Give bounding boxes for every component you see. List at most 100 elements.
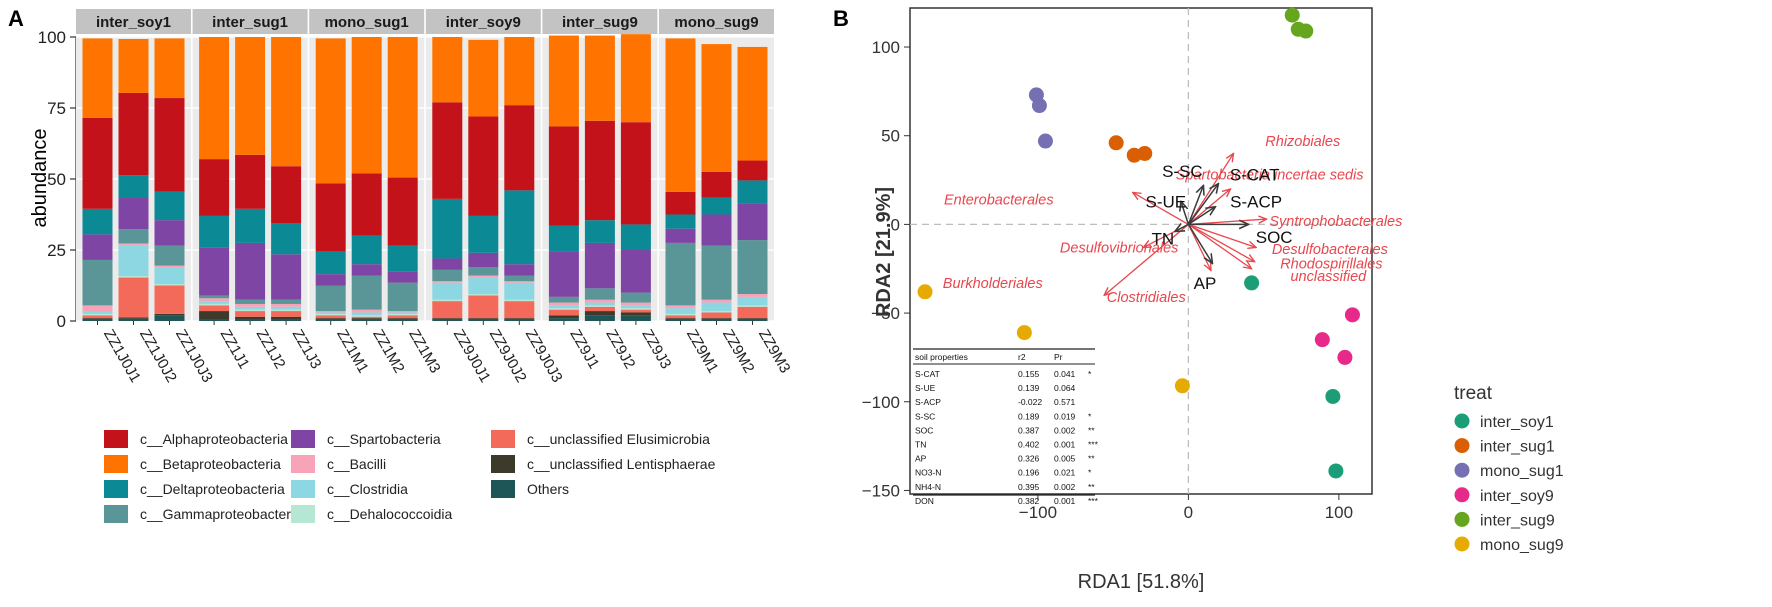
bar-segment [737,203,768,241]
point-mono_sug1 [1031,98,1047,114]
bar-segment [432,318,463,320]
table-cell: ** [1088,425,1095,435]
sample-label: ZZ9M1 [683,327,721,377]
y-tick-label: 75 [47,99,66,118]
bar-segment [315,251,346,275]
point-inter_soy9 [1337,349,1353,365]
point-inter_soy1 [1328,463,1344,479]
bar-segment [548,296,579,303]
table-cell: 0.001 [1054,496,1076,506]
bar-segment [351,312,382,316]
species-arrow [1188,219,1266,226]
bar-segment [468,116,499,216]
bar-segment [118,277,149,318]
y-tick-label: 0 [891,215,900,234]
soil-properties-table: soil properties r2 Pr S-CAT 0.155 0.041 * S-UE 0… [913,348,1099,506]
bar-segment [737,319,768,321]
sample-label: ZZ1M2 [369,327,407,377]
treat-legend-key [1454,462,1470,478]
treat-legend-label: inter_soy9 [1480,488,1554,505]
bar-segment [387,271,418,283]
legend-label: c__Betaproteobacteria [140,456,281,472]
bar-segment [504,299,535,302]
panel-a: A abundance 0 25 50 75 100 inter_soy1ZZ1J0J1… [8,6,794,523]
bar-segment [154,267,185,285]
bar-segment [351,315,382,317]
point-mono_sug1 [1037,133,1053,149]
table-cell: 0.155 [1018,369,1040,379]
species-arrow [1133,192,1189,225]
bar-segment [118,276,149,278]
bar-segment [468,267,499,276]
bar-segment [235,154,266,209]
bar-segment [548,126,579,226]
table-cell: *** [1088,496,1099,506]
env-arrow [1175,224,1189,231]
bar-segment [199,305,230,312]
bar-segment [737,294,768,297]
env-label: SOC [1256,228,1293,247]
bar-segment [271,254,302,300]
bar-segment [235,37,266,155]
legend-label: Others [527,481,569,497]
bar-segment [235,309,266,312]
bar-segment [118,317,149,319]
bar-segment [154,191,185,221]
bar-segment [737,46,768,161]
bar-segment [468,252,499,268]
species-label: Clostridiales [1107,290,1186,306]
bar-segment [584,288,615,300]
bar-segment [315,311,346,313]
table-cell: ** [1088,454,1095,464]
bar-segment [620,305,651,309]
bar-segment [154,220,185,246]
y-tick-label: 50 [47,170,66,189]
bar-segment [504,301,535,319]
bar-segment [387,318,418,320]
env-label: AP [1194,274,1217,293]
table-header-cell: Pr [1054,352,1063,362]
table-cell: 0.002 [1054,482,1076,492]
bar-segment [199,319,230,321]
bar-segment [315,318,346,320]
facet-strip [192,9,308,34]
y-tick-label: −150 [862,481,900,500]
bar-segment [504,282,535,300]
bar-segment [584,120,615,221]
bar-segment [199,303,230,306]
x-tick-label: 0 [1184,503,1193,522]
y-tick-label: 100 [872,38,900,57]
bar-segment [584,220,615,243]
treat-legend: treat inter_soy1 inter_sug1 mono_sug1inter… [1454,383,1564,554]
bar-segment [351,318,382,320]
table-cell: 0.382 [1018,496,1040,506]
bar-segment [701,44,732,172]
bar-segment [432,299,463,302]
bar-segment [620,292,651,303]
bar-segment [271,299,302,304]
bar-segment [154,245,185,266]
bar-segment [468,39,499,117]
bar-segment [432,102,463,199]
bar-segment [620,34,651,123]
bar-segment [315,38,346,184]
bar-segment [504,37,535,106]
bar-segment [82,319,113,321]
table-cell: TN [915,440,926,450]
bar-segment [468,215,499,253]
bar-segment [154,315,185,321]
facet-label: mono_sug9 [674,14,758,31]
bar-segment [82,315,113,319]
bar-segment [387,177,418,246]
point-inter_sug9 [1284,7,1300,23]
sample-label: ZZ1J3 [289,327,325,372]
sample-label: ZZ9M2 [719,327,757,377]
bar-segment [468,275,499,277]
bar-segment [620,122,651,225]
environment-vectors: S-SC S-CAT S-UE S-ACP SOC TN AP [1146,162,1293,293]
bar-segment [271,309,302,312]
bar-segment [118,243,149,245]
table-header-cell: r2 [1018,352,1026,362]
bar-segment [118,198,149,230]
